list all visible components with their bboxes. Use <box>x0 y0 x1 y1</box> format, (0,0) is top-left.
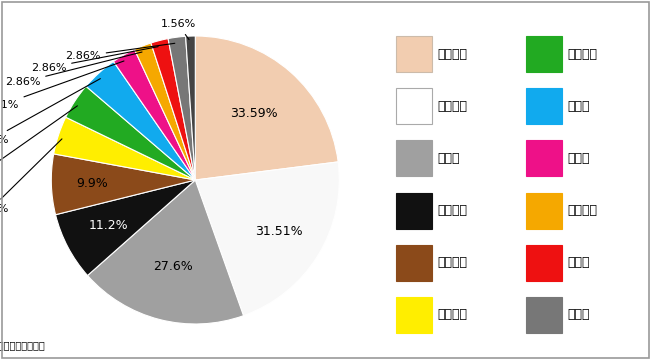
Text: 5.99%: 5.99% <box>0 78 100 145</box>
Wedge shape <box>168 36 195 180</box>
Text: イエロー: イエロー <box>437 309 467 321</box>
Text: ホワイト: ホワイト <box>437 100 467 113</box>
Wedge shape <box>151 39 195 180</box>
Text: その他: その他 <box>568 309 590 321</box>
Bar <box>526 245 562 281</box>
Text: ブラック: ブラック <box>437 204 467 217</box>
Bar <box>526 88 562 124</box>
Wedge shape <box>87 180 243 324</box>
Wedge shape <box>135 43 195 180</box>
Bar <box>526 140 562 176</box>
Bar <box>396 245 432 281</box>
Text: 11.2%: 11.2% <box>89 219 128 232</box>
Text: ベージュ: ベージュ <box>437 48 467 60</box>
Wedge shape <box>113 49 195 180</box>
Wedge shape <box>55 180 195 275</box>
Bar <box>396 193 432 229</box>
Text: 1.56%: 1.56% <box>160 19 196 40</box>
Text: オレンジ: オレンジ <box>568 204 598 217</box>
Bar <box>396 297 432 333</box>
Text: 5.99%: 5.99% <box>0 106 77 178</box>
Bar <box>396 140 432 176</box>
Text: 6.25%: 6.25% <box>0 139 62 214</box>
Text: ブルー: ブルー <box>568 100 590 113</box>
Wedge shape <box>66 86 195 180</box>
Text: 2.86%: 2.86% <box>31 47 158 73</box>
Text: ピンク: ピンク <box>568 152 590 165</box>
Text: 27.6%: 27.6% <box>153 260 193 273</box>
Bar <box>526 193 562 229</box>
Bar <box>396 36 432 72</box>
Text: グレー: グレー <box>437 152 460 165</box>
Wedge shape <box>86 62 195 180</box>
Wedge shape <box>195 36 338 180</box>
Text: ブラウン: ブラウン <box>437 256 467 269</box>
Bar <box>526 297 562 333</box>
Wedge shape <box>195 162 339 316</box>
Text: 33.59%: 33.59% <box>230 107 278 120</box>
Text: グリーン: グリーン <box>568 48 598 60</box>
Bar <box>396 88 432 124</box>
Text: 9.9%: 9.9% <box>76 177 107 190</box>
Bar <box>526 36 562 72</box>
Text: 2.86%: 2.86% <box>65 43 175 61</box>
Wedge shape <box>51 154 195 215</box>
Text: 3.91%: 3.91% <box>0 61 124 110</box>
Wedge shape <box>186 36 195 180</box>
Text: レッド: レッド <box>568 256 590 269</box>
Text: 2.86%: 2.86% <box>5 52 142 87</box>
Text: ※はじめての外壁塗装調べ: ※はじめての外壁塗装調べ <box>0 340 45 350</box>
Wedge shape <box>53 117 195 180</box>
Text: 31.51%: 31.51% <box>255 225 303 238</box>
